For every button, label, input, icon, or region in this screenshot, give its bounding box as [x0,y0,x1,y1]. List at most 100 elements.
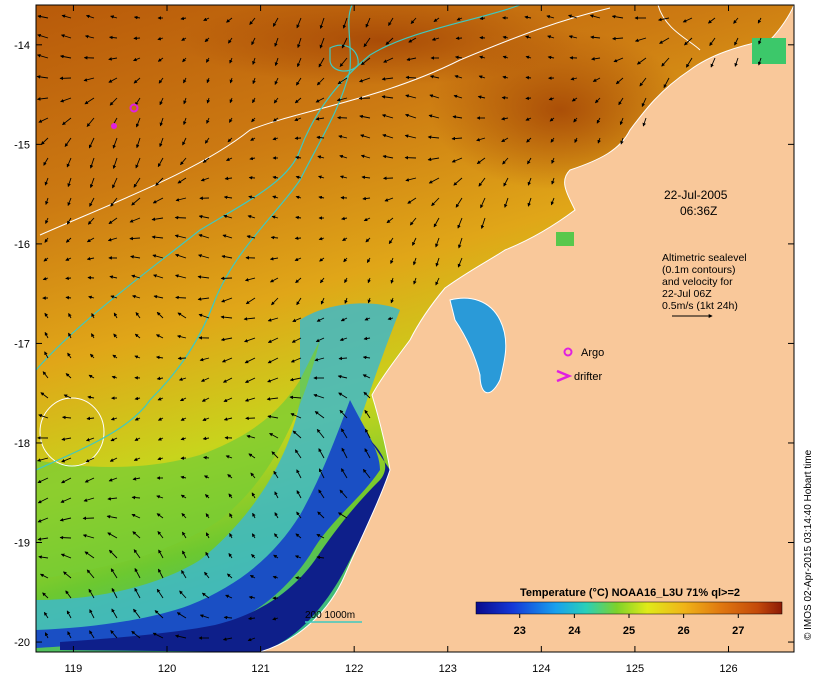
velocity-arrow [636,57,647,65]
velocity-arrow [133,77,141,84]
velocity-arrow [91,312,95,319]
velocity-arrow [271,297,279,306]
velocity-arrow [457,257,463,268]
velocity-arrow [202,417,210,421]
velocity-arrow [67,352,72,359]
velocity-arrow [153,274,164,279]
velocity-arrow [290,357,302,363]
velocity-arrow [42,276,49,281]
timestamp-time: 06:36Z [680,204,717,218]
velocity-arrow [133,36,141,41]
velocity-arrow [570,77,578,81]
velocity-arrow [337,374,348,379]
velocity-arrow [45,197,49,205]
velocity-arrow [339,175,348,179]
velocity-arrow [134,587,141,599]
velocity-arrow [339,57,348,67]
velocity-arrow [62,117,72,126]
velocity-arrow [200,377,210,382]
velocity-arrow [365,428,371,439]
velocity-arrow [37,537,49,541]
velocity-arrow [175,197,187,202]
velocity-arrow [320,297,325,305]
velocity-arrow [295,155,302,160]
velocity-arrow [40,137,49,145]
velocity-arrow [315,97,325,103]
velocity-arrow [250,472,256,479]
velocity-arrow [38,117,49,123]
velocity-arrow [129,217,141,223]
velocity-arrow [89,353,95,359]
velocity-arrow [404,134,417,139]
velocity-arrow [37,457,49,462]
velocity-arrow [390,277,394,284]
velocity-arrow [527,157,532,165]
velocity-arrow [407,197,417,204]
velocity-arrow [295,215,302,220]
velocity-arrow [68,312,72,319]
velocity-arrow [110,437,118,442]
colorbar-tick-label: 26 [678,625,690,637]
velocity-arrow [316,77,325,86]
lat-tick-label: -20 [14,637,30,649]
velocity-arrow [156,376,164,381]
velocity-arrow [251,553,256,559]
velocity-arrow [130,255,141,259]
velocity-arrow [108,77,118,83]
velocity-arrow [524,15,532,20]
velocity-arrow [549,117,555,122]
velocity-arrow [295,175,302,180]
velocity-arrow [296,490,302,499]
lon-tick-label: 121 [251,663,269,675]
velocity-arrow [225,594,233,599]
colorbar-ticks: 23 24 25 26 27 [514,614,744,637]
velocity-arrow [272,195,279,199]
velocity-arrow [61,437,72,441]
velocity-arrow [527,177,532,186]
lon-tick-label: 125 [626,663,644,675]
velocity-arrow [272,17,279,27]
velocity-arrow [152,632,164,639]
velocity-arrow [248,195,256,199]
velocity-arrow [244,357,256,364]
argo-float [111,123,117,129]
velocity-arrow [109,97,118,106]
velocity-arrow [180,436,187,441]
velocity-arrow [318,489,325,499]
velocity-arrow [246,434,256,439]
altimetry-note: Altimetric sealevel (0.1m contours) and … [662,252,747,312]
cold-upwelling [36,400,380,648]
velocity-arrow [274,77,279,85]
velocity-arrow [341,37,348,49]
velocity-arrow [180,157,187,166]
velocity-arrow [154,610,164,619]
lat-tick-label: -17 [14,338,30,350]
velocity-arrow [344,297,348,304]
velocity-arrow [155,177,164,186]
velocity-arrow [132,477,141,481]
velocity-arrow [244,377,256,383]
velocity-arrow [267,337,279,343]
velocity-arrow [294,555,302,559]
velocity-arrow [129,236,141,241]
velocity-arrow [133,549,141,559]
velocity-arrow [39,573,49,579]
velocity-arrow [182,550,187,559]
velocity-arrow [60,497,72,503]
velocity-arrow [151,217,164,222]
velocity-arrow [223,397,233,402]
velocity-arrow [246,235,256,239]
velocity-arrow [221,297,233,303]
velocity-arrow [479,55,486,60]
velocity-arrow [175,253,187,259]
velocity-arrow [551,177,555,185]
velocity-arrow [297,37,302,49]
velocity-arrow [87,275,95,280]
velocity-arrow [477,95,486,99]
velocity-arrow [269,257,279,261]
velocity-arrow [156,588,164,599]
velocity-arrow [40,392,49,399]
velocity-arrow [634,37,647,43]
velocity-arrow [60,34,72,39]
velocity-arrow [206,97,211,104]
